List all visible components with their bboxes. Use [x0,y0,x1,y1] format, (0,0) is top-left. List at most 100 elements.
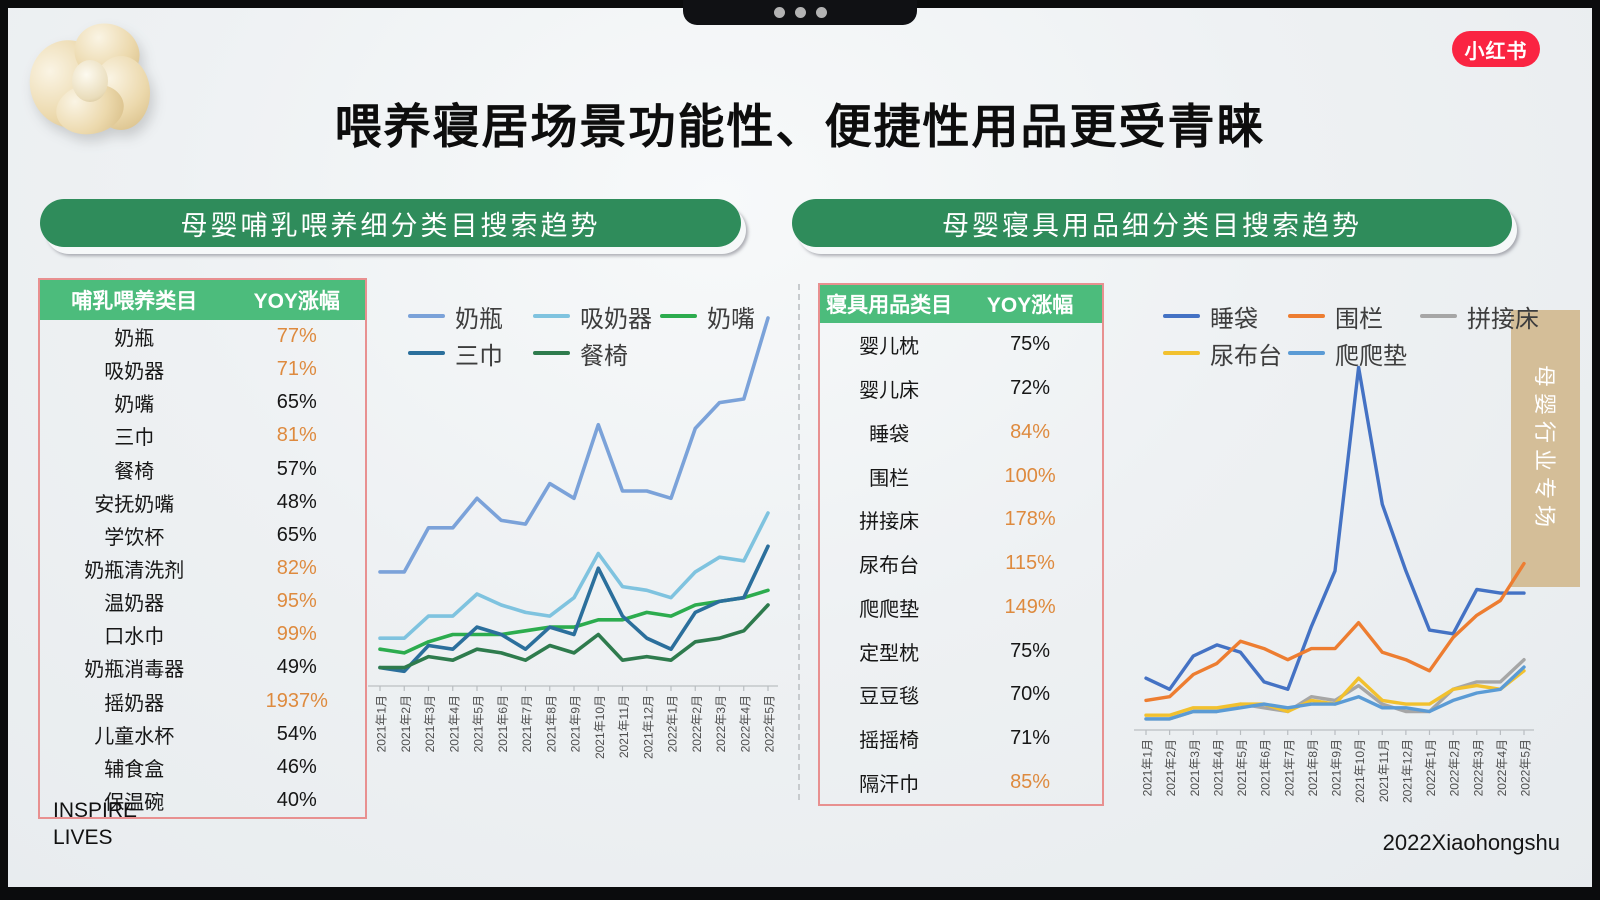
table-row: 拼接床 178% [820,498,1102,542]
x-axis-label: 2021年10月 [1353,739,1367,803]
x-axis-label: 2022年3月 [714,695,728,752]
yoy-value-cell: 46% [276,755,317,778]
yoy-value-cell: 84% [1010,420,1051,443]
x-axis-label: 2021年5月 [1235,739,1249,796]
legend-label: 拼接床 [1467,305,1539,333]
left-section-title: 母婴哺乳喂养细分类目搜索趋势 [180,210,601,241]
x-axis-label: 2021年11月 [617,695,631,758]
legend-swatch [1288,314,1325,318]
x-axis-label: 2021年4月 [1211,739,1225,796]
table-row: 婴儿枕 75% [820,323,1102,367]
notch-dot [794,7,806,18]
series-line [1144,665,1526,721]
x-axis-label: 2021年8月 [1306,739,1320,796]
yoy-value-cell: 1937% [265,689,328,712]
yoy-value-cell: 65% [276,523,317,546]
series-line [1144,669,1526,717]
x-axis-label: 2022年2月 [1448,739,1462,796]
x-axis-label: 2022年1月 [1424,739,1438,796]
category-cell: 学饮杯 [104,526,165,549]
yoy-value-cell: 85% [1010,770,1051,793]
category-cell: 温奶器 [104,593,165,616]
table-row: 摇摇椅 71% [820,717,1102,761]
legend-swatch [533,351,570,355]
series-line [1144,561,1526,703]
legend-item: 餐椅 [533,339,660,370]
yoy-value-cell: 49% [276,656,317,679]
yoy-value-cell: 75% [1010,639,1051,662]
table-row: 摇奶器 1937% [40,685,365,718]
category-cell: 保温碗 [104,792,165,815]
category-cell: 奶嘴 [114,394,155,417]
legend-item: 拼接床 [1420,302,1539,333]
category-cell: 婴儿床 [859,380,920,403]
footer-slogan: INSPIRE LIVES [53,797,137,851]
yoy-value-cell: 115% [1005,552,1055,575]
yoy-value-cell: 99% [276,623,317,646]
table-row: 定型枕 75% [820,629,1102,673]
legend-label: 吸奶器 [580,305,652,333]
table-row: 围栏 100% [820,454,1102,498]
legend-item: 奶瓶 [408,302,533,333]
right-section-title: 母婴寝具用品细分类目搜索趋势 [942,210,1362,241]
legend-item: 爬爬垫 [1288,339,1420,370]
table-row: 保温碗 40% [40,784,365,817]
brand-3d-swirl-logo [19,14,152,140]
x-axis-label: 2022年5月 [1519,739,1533,796]
legend-swatch [660,314,697,318]
legend-item: 三巾 [408,339,533,370]
category-cell: 爬爬垫 [859,598,920,621]
x-axis-label: 2021年7月 [1282,739,1296,796]
legend-label: 睡袋 [1210,305,1258,333]
column-header: 哺乳喂养类目 [71,290,198,313]
legend-item: 围栏 [1288,302,1420,333]
slide-title: 喂养寝居场景功能性、便捷性用品更受青睐 [334,100,1266,153]
yoy-value-cell: 71% [276,358,317,381]
table-row: 儿童水杯 54% [40,718,365,751]
category-cell: 豆豆毯 [859,686,920,709]
legend-label: 围栏 [1335,305,1383,333]
category-cell: 辅食盒 [104,758,165,781]
yoy-value-cell: 57% [276,457,317,480]
x-axis-label: 2022年1月 [666,695,680,752]
x-axis-label: 2021年5月 [472,695,486,752]
x-axis-label: 2021年7月 [520,695,534,752]
table-row: 睡袋 84% [820,410,1102,454]
feeding-category-table: 哺乳喂养类目 YOY涨幅 奶瓶 77% 吸奶器 71% 奶嘴 65% 三巾 81% 餐椅 57% 安抚奶… [38,278,367,819]
yoy-value-cell: 72% [1010,377,1051,400]
x-axis-label: 2021年3月 [1188,739,1202,796]
table-row: 辅食盒 46% [40,751,365,784]
yoy-value-cell: 54% [276,722,317,745]
category-cell: 口水巾 [104,626,165,649]
table-row: 吸奶器 71% [40,353,365,386]
legend-swatch [1163,314,1200,318]
bedding-category-table: 寝具用品类目 YOY涨幅 婴儿枕 75% 婴儿床 72% 睡袋 84% 围栏 100% 拼接床 178… [818,283,1104,806]
x-axis-label: 2021年4月 [447,695,461,752]
legend-swatch [1420,314,1457,318]
legend-label: 餐椅 [580,342,628,370]
yoy-value-cell: 71% [1010,726,1051,749]
category-cell: 婴儿枕 [859,336,920,359]
yoy-value-cell: 149% [1004,595,1056,618]
x-axis-label: 2021年1月 [1141,739,1155,796]
column-header: 寝具用品类目 [826,294,953,317]
x-axis-label: 2021年12月 [1400,739,1414,803]
yoy-value-cell: 65% [276,391,317,414]
table-row: 奶瓶清洗剂 82% [40,552,365,585]
vertical-event-banner: 母婴行业专场 [1511,310,1580,587]
legend-swatch [1163,351,1200,355]
x-axis-label: 2022年4月 [738,695,752,752]
category-cell: 安抚奶嘴 [94,493,175,516]
x-axis-label: 2021年2月 [399,695,413,752]
category-cell: 奶瓶消毒器 [84,659,185,682]
yoy-value-cell: 40% [276,789,317,812]
x-axis-label: 2021年2月 [1164,739,1178,796]
footer-credit: 2022Xiaohongshu [1382,830,1560,855]
category-cell: 睡袋 [869,423,910,446]
table-row: 隔汗巾 85% [820,760,1102,804]
legend-swatch [408,351,445,355]
category-cell: 摇奶器 [104,692,165,715]
x-axis-label: 2021年6月 [496,695,510,752]
category-cell: 摇摇椅 [859,729,920,752]
x-axis-label: 2021年9月 [569,695,583,752]
